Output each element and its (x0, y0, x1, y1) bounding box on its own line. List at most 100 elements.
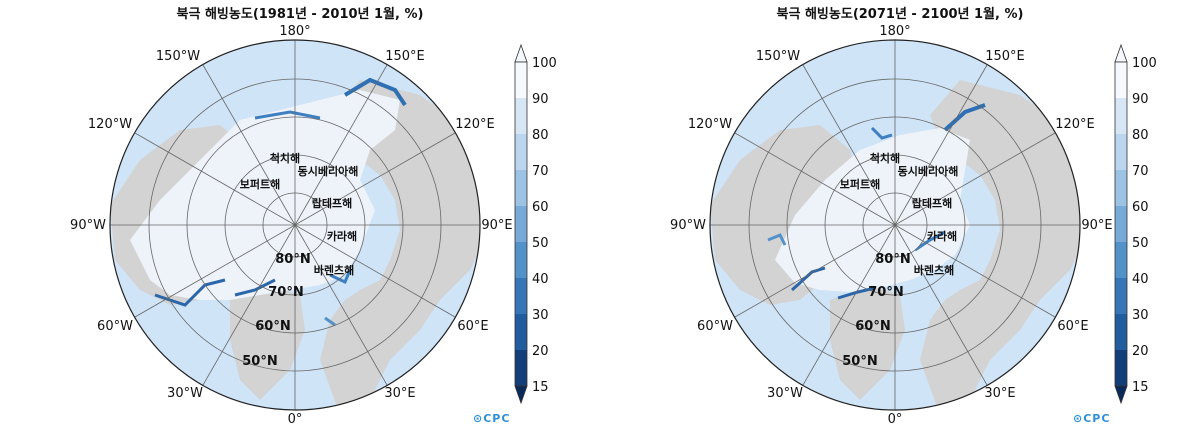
colorbar-swatch (515, 242, 527, 278)
sea-label-laptev: 랍테프해 (312, 196, 352, 210)
colorbar: 100 90 80 70 60 50 40 30 20 15 (1114, 43, 1157, 405)
colorbar-tick: 70 (532, 164, 549, 179)
colorbar-swatch (1115, 98, 1127, 134)
ice-edge-norway (324, 316, 336, 327)
panel-title-left: 북극 해빙농도(1981년 - 2010년 1월, %) (176, 7, 424, 22)
cpc-logo: ⊙CPC (473, 412, 510, 425)
colorbar-tick: 90 (532, 92, 549, 107)
colorbar-swatch (1115, 350, 1127, 386)
sea-label-beaufort: 보퍼트해 (240, 177, 280, 191)
colorbar-tick: 30 (1132, 308, 1149, 323)
sea-label-chukchi: 척치해 (870, 151, 900, 165)
logo-mark-icon: ⊙ (473, 412, 484, 425)
colorbar-swatch (1115, 134, 1127, 170)
polar-map-left: 180° 150°E 120°E 90°E 60°E 30°E 0° 30°W … (70, 24, 557, 427)
sea-label-east-siberian: 동시베리아해 (898, 164, 959, 178)
colorbar-tick: 40 (1132, 272, 1149, 287)
lon-label-90e: 90°E (1081, 218, 1112, 233)
lon-label-0: 0° (888, 412, 903, 427)
colorbar-swatch (1115, 314, 1127, 350)
ice-edge-labrador (837, 286, 876, 300)
colorbar-swatch (515, 350, 527, 386)
map-panel-left: 북극 해빙농도(1981년 - 2010년 1월, %) (70, 7, 557, 427)
lon-label-30w: 30°W (767, 386, 803, 401)
colorbar-swatch (1115, 278, 1127, 314)
colorbar-bottom-arrow (514, 385, 528, 405)
lon-label-90w: 90°W (70, 218, 106, 233)
greenland-land (230, 285, 305, 400)
ice-edge-kara (914, 230, 946, 252)
lon-label-150w: 150°W (756, 49, 800, 64)
sea-label-kara: 카라해 (327, 229, 357, 243)
lon-label-60w: 60°W (97, 319, 133, 334)
sea-ice-extent (130, 90, 400, 300)
lon-label-120e: 120°E (1055, 117, 1095, 132)
lon-label-60e: 60°E (1057, 319, 1088, 334)
polar-map-right: 180° 150°E 120°E 90°E 60°E 30°E 0° 30°W … (670, 24, 1157, 427)
colorbar-tick: 40 (532, 272, 549, 287)
panel-title-right: 북극 해빙농도(2071년 - 2100년 1월, %) (776, 7, 1024, 22)
map-panel-right: 북극 해빙농도(2071년 - 2100년 1월, %) (600, 0, 1200, 431)
lon-label-180: 180° (279, 24, 310, 39)
colorbar-swatch (515, 206, 527, 242)
colorbar-tick: 100 (1132, 56, 1157, 71)
lat-label-50n: 50°N (242, 354, 277, 369)
colorbar-tick: 15 (532, 380, 549, 395)
colorbar: 100 90 80 70 60 50 40 30 20 15 (514, 43, 557, 405)
map-boundary (109, 39, 481, 411)
colorbar-swatch (515, 314, 527, 350)
colorbar-tick: 80 (532, 128, 549, 143)
sea-label-east-siberian: 동시베리아해 (298, 164, 359, 178)
colorbar-tick: 90 (1132, 92, 1149, 107)
colorbar-tick: 30 (532, 308, 549, 323)
ice-edge-chukchi (870, 126, 893, 140)
colorbar-tick: 80 (1132, 128, 1149, 143)
sea-label-chukchi: 척치해 (270, 151, 300, 165)
colorbar-swatch (1115, 242, 1127, 278)
colorbar-tick: 60 (532, 200, 549, 215)
map-boundary (709, 39, 1081, 411)
logo-mark-icon: ⊙ (1073, 412, 1084, 425)
colorbar-tick: 20 (532, 344, 549, 359)
colorbar-swatch (515, 278, 527, 314)
lon-label-30e: 30°E (984, 386, 1015, 401)
sea-label-laptev: 랍테프해 (912, 196, 952, 210)
ice-edge-baffin (767, 233, 787, 246)
lon-label-150w: 150°W (156, 49, 200, 64)
colorbar-swatch (515, 98, 527, 134)
ice-edge-atlantic (790, 266, 826, 292)
colorbar-tick: 50 (1132, 236, 1149, 251)
colorbar-tick: 70 (1132, 164, 1149, 179)
lon-label-90w: 90°W (670, 218, 706, 233)
logo-text: CPC (483, 412, 511, 425)
lat-label-60n: 60°N (855, 319, 890, 334)
colorbar-tick: 50 (532, 236, 549, 251)
ice-edge-labrador (234, 278, 276, 297)
lon-label-120e: 120°E (455, 117, 495, 132)
sea-label-kara: 카라해 (927, 229, 957, 243)
greenland-land (830, 285, 905, 400)
lon-label-120w: 120°W (88, 117, 132, 132)
colorbar-swatch (1115, 62, 1127, 98)
meridians (110, 40, 480, 410)
sea-label-beaufort: 보퍼트해 (840, 177, 880, 191)
colorbar-swatch (515, 62, 527, 98)
lon-label-60e: 60°E (457, 319, 488, 334)
lon-label-150e: 150°E (385, 49, 425, 64)
lon-label-180: 180° (879, 24, 910, 39)
ice-edge-beaufort (254, 110, 321, 120)
colorbar-tick: 15 (1132, 380, 1149, 395)
lon-label-60w: 60°W (697, 319, 733, 334)
ice-edge-pacific (343, 77, 407, 107)
lon-label-30e: 30°E (384, 386, 415, 401)
meridians (710, 40, 1080, 410)
lat-label-70n: 70°N (868, 285, 903, 300)
lat-label-80n: 80°N (275, 252, 310, 267)
lon-label-150e: 150°E (985, 49, 1025, 64)
ice-edge-pacific (943, 103, 986, 132)
lon-label-0: 0° (288, 412, 303, 427)
lat-label-80n: 80°N (875, 252, 910, 267)
lat-label-70n: 70°N (268, 285, 303, 300)
colorbar-top-arrow (1114, 43, 1128, 63)
ice-edge-barents (329, 269, 352, 285)
